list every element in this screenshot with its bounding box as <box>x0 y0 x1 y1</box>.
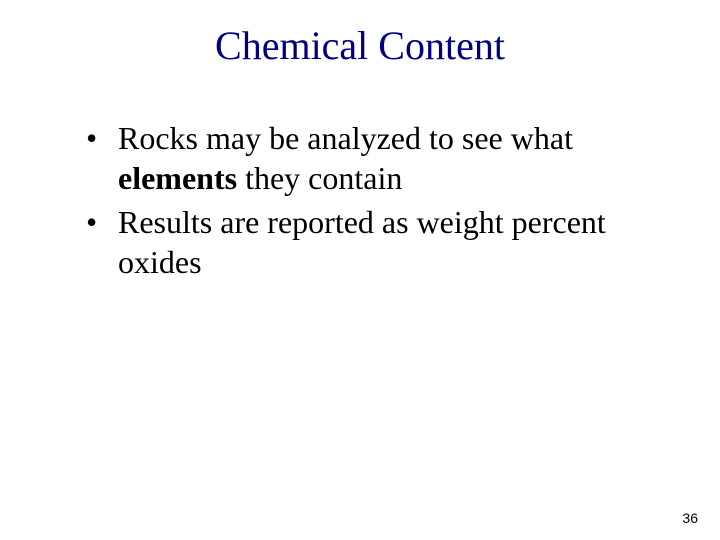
bullet-text-pre: Rocks may be analyzed to see what <box>118 120 573 156</box>
page-number: 36 <box>682 510 698 526</box>
bullet-text-bold: elements <box>118 160 237 196</box>
bullet-item: • Results are reported as weight percent… <box>80 202 640 282</box>
bullet-icon: • <box>80 118 118 158</box>
bullet-text: Rocks may be analyzed to see what elemen… <box>118 118 640 198</box>
bullet-text: Results are reported as weight percent o… <box>118 202 640 282</box>
bullet-text-post: they contain <box>237 160 402 196</box>
bullet-icon: • <box>80 202 118 242</box>
slide: Chemical Content • Rocks may be analyzed… <box>0 0 720 540</box>
slide-body: • Rocks may be analyzed to see what elem… <box>80 118 640 286</box>
slide-title: Chemical Content <box>0 22 720 69</box>
bullet-text-pre: Results are reported as weight percent o… <box>118 204 606 280</box>
bullet-item: • Rocks may be analyzed to see what elem… <box>80 118 640 198</box>
